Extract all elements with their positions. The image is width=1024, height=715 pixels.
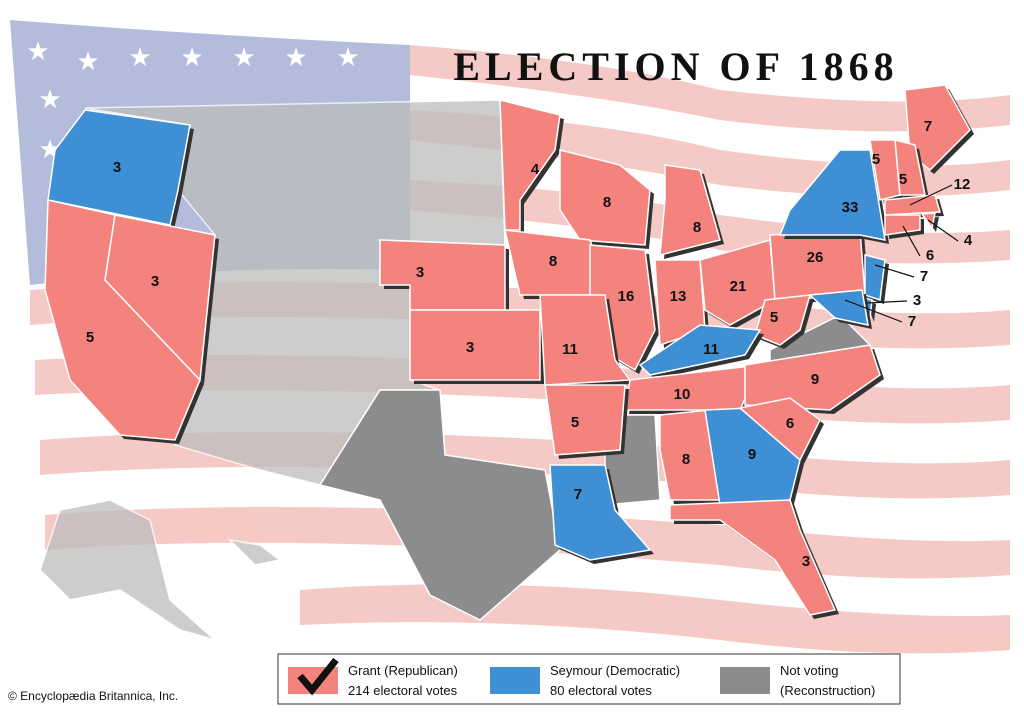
state [884,194,941,216]
electoral-votes: 5 [872,151,880,168]
state [744,344,881,411]
electoral-votes: 9 [748,446,756,463]
state [659,409,721,501]
state [808,289,869,326]
state [409,309,541,381]
svg-text:★: ★ [284,42,307,72]
electoral-votes: 8 [603,194,611,211]
electoral-votes: 9 [811,371,819,388]
electoral-votes: 7 [574,486,582,503]
electoral-votes: 3 [913,292,921,309]
electoral-votes: 6 [926,247,934,264]
electoral-votes: 26 [807,249,824,266]
state [669,499,837,616]
state [559,149,651,246]
state [738,397,821,462]
legend-swatch [490,667,540,694]
legend-label: 214 electoral votes [348,683,458,698]
state [659,164,721,256]
electoral-votes: 7 [920,268,928,285]
svg-text:★: ★ [26,36,49,66]
electoral-votes: 3 [416,264,424,281]
callout-line [844,299,903,323]
state [549,464,652,561]
state [47,109,191,226]
legend-label: 80 electoral votes [550,683,652,698]
map-title: ELECTION OF 1868 [453,44,898,89]
electoral-votes: 16 [618,288,635,305]
legend: Grant (Republican) 214 electoral votes Sey… [288,657,875,698]
state [894,139,926,196]
electoral-votes: 13 [670,288,687,305]
legend-label: Not voting [780,663,839,678]
credit: © Encyclopædia Britannica, Inc. [8,689,178,703]
electoral-votes: 3 [151,273,159,290]
electoral-votes: 7 [908,313,916,330]
electoral-votes: 6 [786,415,794,432]
state [544,384,626,456]
electoral-votes: 4 [531,161,540,178]
electoral-votes: 5 [86,329,94,346]
state [884,214,921,236]
callout-line [874,264,915,278]
legend-label: (Reconstruction) [780,683,875,698]
check-mark [297,657,339,696]
electoral-votes: 11 [703,341,719,358]
callout-line [866,300,908,304]
callout-line [902,225,921,257]
electoral-votes: 12 [954,176,971,193]
callout-line [909,184,953,206]
callout-line [927,219,959,242]
legend-box [277,653,901,705]
legend-swatch [720,667,770,694]
electoral-votes: 8 [549,253,557,270]
state [699,239,776,326]
electoral-votes: 21 [730,278,747,295]
svg-text:★: ★ [232,42,255,72]
electoral-votes: 3 [113,159,121,176]
electoral-votes: 3 [802,553,810,570]
electoral-votes: 8 [693,219,701,236]
svg-text:★: ★ [180,42,203,72]
electoral-votes: 33 [842,199,859,216]
electoral-votes: 11 [562,341,578,358]
electoral-votes: 5 [770,309,778,326]
state [638,324,762,376]
electoral-votes: 5 [899,171,907,188]
electoral-votes: 3 [466,339,474,356]
legend-label: Seymour (Democratic) [550,663,680,678]
electoral-votes: 8 [682,451,690,468]
state [104,214,216,382]
svg-text:★: ★ [38,84,61,114]
state [778,149,886,241]
state [539,294,632,386]
legend-label: Grant (Republican) [348,663,458,678]
electoral-votes: 5 [571,414,579,431]
electoral-votes: 10 [674,386,691,403]
electoral-votes: 4 [964,232,973,249]
svg-text:★: ★ [128,42,151,72]
electoral-votes: 7 [924,118,932,135]
svg-text:★: ★ [76,46,99,76]
svg-text:★: ★ [336,42,359,72]
